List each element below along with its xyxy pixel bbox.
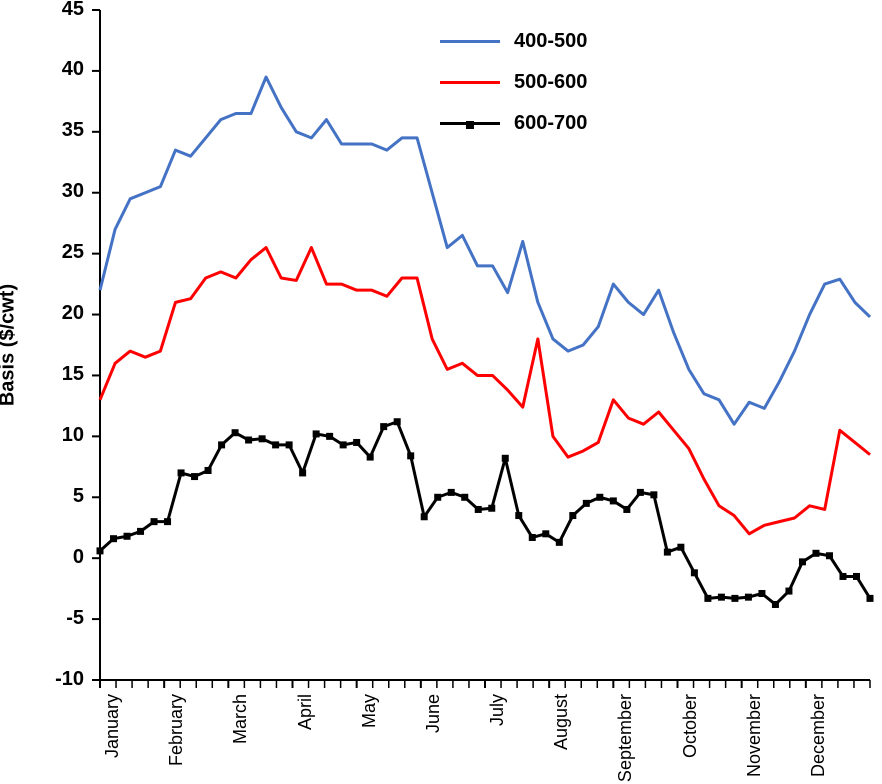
y-tick-label: 10 [0,424,84,447]
x-tick-label: April [295,694,316,730]
legend: 400-500 500-600 600-700 [440,30,587,153]
legend-item: 400-500 [440,30,587,53]
legend-swatch [440,122,500,125]
y-tick-label: 15 [0,363,84,386]
y-tick-label: 25 [0,241,84,264]
legend-label: 500-600 [514,71,587,94]
y-tick-label: 45 [0,0,84,21]
x-tick-label: October [680,694,701,758]
legend-swatch [440,81,500,84]
legend-item: 500-600 [440,71,587,94]
y-tick-label: 0 [0,546,84,569]
legend-label: 600-700 [514,112,587,135]
y-tick-label: 40 [0,58,84,81]
x-tick-label: February [166,694,187,766]
legend-swatch [440,40,500,43]
x-tick-label: July [487,694,508,726]
x-tick-label: June [423,694,444,733]
y-tick-label: 20 [0,302,84,325]
y-tick-label: -5 [0,607,84,630]
y-tick-label: 5 [0,485,84,508]
legend-item: 600-700 [440,112,587,135]
chart-container: Basis ($/cwt) 400-500500-600600-700 -10-… [0,0,882,784]
legend-label: 400-500 [514,30,587,53]
x-tick-label: May [359,694,380,728]
x-tick-label: September [615,694,636,782]
x-tick-label: November [744,694,765,777]
x-tick-label: January [102,694,123,758]
x-tick-label: December [808,694,829,777]
y-tick-label: 30 [0,180,84,203]
y-tick-label: 35 [0,119,84,142]
y-tick-label: -10 [0,668,84,691]
x-tick-label: August [551,694,572,750]
x-tick-label: March [230,694,251,744]
